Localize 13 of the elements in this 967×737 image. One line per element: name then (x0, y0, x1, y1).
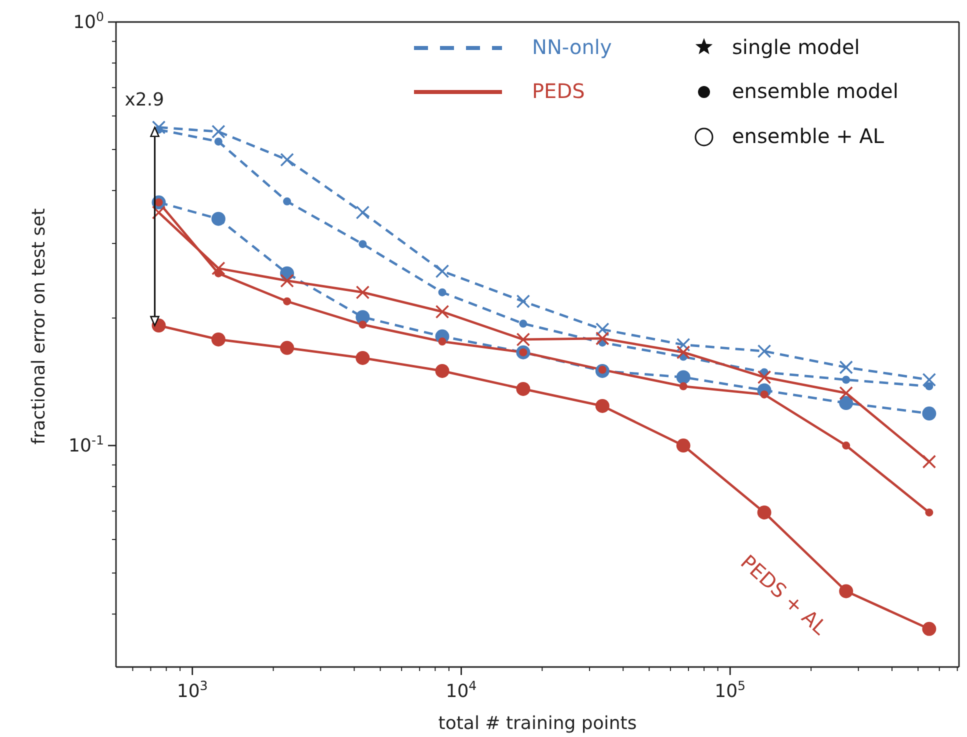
x-tick-label: 10$^{3}$ (176, 678, 208, 702)
annotation: single model (732, 35, 860, 59)
y-axis-title: fractional error on test set (28, 208, 50, 444)
y-tick-label: 10$^{-1}$ (68, 432, 104, 457)
annotation: ensemble + AL (732, 124, 885, 148)
x-tick-label: 10$^{5}$ (714, 678, 746, 702)
annotation: x2.9 (124, 89, 164, 110)
x-axis-title: total # training points (438, 713, 637, 734)
y-tick-label: 10$^{0}$ (73, 8, 104, 33)
annotation: NN-only (532, 35, 612, 59)
annotation: ensemble model (732, 79, 898, 103)
annotation: PEDS (532, 79, 585, 103)
x-tick-label: 10$^{4}$ (446, 678, 477, 702)
